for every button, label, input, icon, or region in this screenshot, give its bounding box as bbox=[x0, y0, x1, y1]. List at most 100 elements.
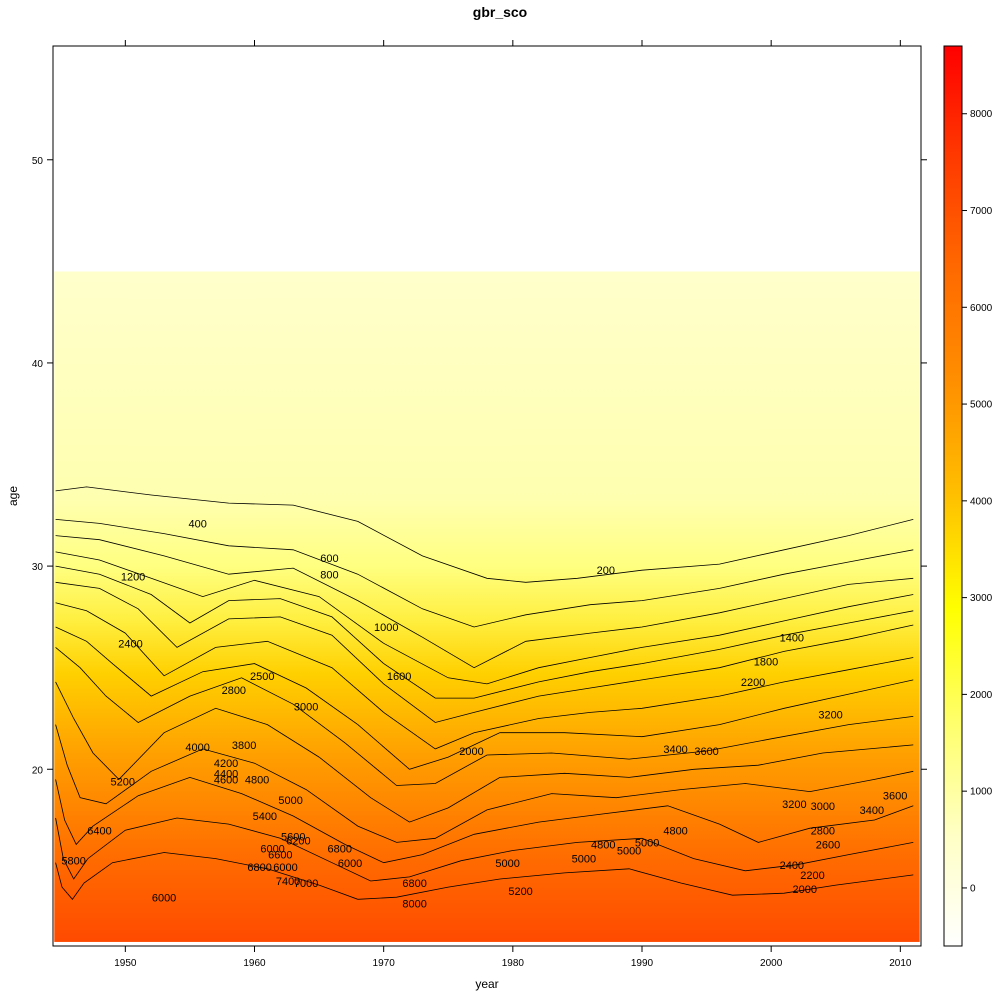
x-tick-label: 2000 bbox=[760, 958, 783, 969]
contour-labels: 200 400 600 800 1000 1200 1400 1600 1800 2000 2200… bbox=[61, 518, 907, 910]
x-tick-label: 1970 bbox=[373, 958, 396, 969]
colorbar-tick-label: 3000 bbox=[970, 593, 993, 604]
contour-label: 2000 bbox=[459, 746, 483, 758]
contour-label: 2200 bbox=[800, 870, 824, 882]
contour-label: 200 bbox=[597, 565, 615, 577]
contour-label: 8000 bbox=[402, 898, 426, 910]
colorbar-tick-label: 8000 bbox=[970, 109, 993, 120]
contour-label: 6800 bbox=[247, 862, 271, 874]
contour-label: 7000 bbox=[294, 878, 318, 890]
contour-line-1200 bbox=[55, 581, 914, 723]
contour-label: 1400 bbox=[780, 632, 804, 644]
contour-line-400 bbox=[55, 519, 914, 628]
contour-label: 5000 bbox=[495, 858, 519, 870]
contour-label: 2600 bbox=[816, 839, 840, 851]
y-tick-label: 20 bbox=[32, 765, 44, 776]
contour-label: 2400 bbox=[118, 638, 142, 650]
contour-label: 2800 bbox=[222, 685, 246, 697]
contour-label: 4200 bbox=[214, 758, 238, 770]
y-axis: 20 30 40 50 bbox=[32, 156, 927, 776]
heatmap-fill bbox=[54, 271, 920, 942]
y-tick-label: 50 bbox=[32, 156, 44, 167]
x-tick-label: 1960 bbox=[243, 958, 266, 969]
contour-label: 3200 bbox=[818, 709, 842, 721]
heat-field bbox=[54, 271, 920, 942]
colorbar-tick-label: 0 bbox=[970, 883, 976, 894]
contour-label: 5000 bbox=[635, 837, 659, 849]
contour-line-1600 bbox=[55, 602, 914, 750]
x-axis-label: year bbox=[475, 977, 498, 991]
colorbar-tick-label: 6000 bbox=[970, 303, 993, 314]
plot-frame bbox=[52, 45, 922, 947]
chart-title: gbr_sco bbox=[473, 4, 527, 20]
contour-label: 2800 bbox=[811, 825, 835, 837]
contour-label: 5200 bbox=[111, 777, 135, 789]
contour-label: 4800 bbox=[245, 774, 269, 786]
y-axis-label: age bbox=[6, 486, 20, 506]
colorbar-tick-label: 5000 bbox=[970, 400, 993, 411]
contour-label: 1000 bbox=[374, 622, 398, 634]
colorbar-gradient bbox=[943, 45, 963, 947]
colorbar: 0 1000 2000 3000 4000 5000 6000 7000 8000 bbox=[943, 45, 993, 947]
contour-label: 5000 bbox=[617, 846, 641, 858]
contour-label: 1600 bbox=[387, 671, 411, 683]
contour-line-6400 bbox=[55, 852, 914, 900]
contour-line-800 bbox=[55, 551, 914, 685]
contour-label: 3600 bbox=[883, 791, 907, 803]
contour-label: 3800 bbox=[232, 740, 256, 752]
x-tick-label: 2010 bbox=[889, 958, 912, 969]
y-tick-label: 40 bbox=[32, 359, 44, 370]
contour-label: 2500 bbox=[250, 671, 274, 683]
contour-label: 6000 bbox=[152, 892, 176, 904]
colorbar-ticks: 0 1000 2000 3000 4000 5000 6000 7000 8000 bbox=[962, 109, 993, 894]
contour-label: 3000 bbox=[294, 701, 318, 713]
contour-label: 1200 bbox=[121, 571, 145, 583]
colorbar-tick-label: 4000 bbox=[970, 496, 993, 507]
contour-label: 5000 bbox=[572, 854, 596, 866]
contour-label: 6600 bbox=[268, 850, 292, 862]
contour-line-2400 bbox=[55, 647, 914, 786]
contour-label: 5200 bbox=[508, 886, 532, 898]
contour-label: 4800 bbox=[591, 839, 615, 851]
contour-label: 5600 bbox=[281, 831, 305, 843]
contour-label: 4800 bbox=[663, 825, 687, 837]
contour-line-3000 bbox=[55, 681, 914, 823]
contour-label: 4400 bbox=[214, 768, 238, 780]
contour-label: 2200 bbox=[741, 677, 765, 689]
contour-label: 6400 bbox=[87, 825, 111, 837]
contour-label: 400 bbox=[188, 518, 206, 530]
contour-label: 1800 bbox=[754, 657, 778, 669]
x-tick-label: 1990 bbox=[631, 958, 654, 969]
contour-line-3800 bbox=[55, 724, 914, 843]
contour-label: 3200 bbox=[782, 799, 806, 811]
contour-label: 5400 bbox=[253, 811, 277, 823]
contour-line-600 bbox=[55, 535, 914, 669]
contour-label: 800 bbox=[320, 569, 338, 581]
contour-label: 6800 bbox=[328, 844, 352, 856]
contour-label: 2400 bbox=[780, 860, 804, 872]
colorbar-tick-label: 7000 bbox=[970, 206, 993, 217]
contour-label: 4600 bbox=[214, 774, 238, 786]
x-tick-label: 1980 bbox=[502, 958, 525, 969]
contour-label: 5000 bbox=[278, 795, 302, 807]
contour-label: 3000 bbox=[811, 801, 835, 813]
contour-line-200 bbox=[55, 486, 914, 583]
x-axis: 1950 1960 1970 1980 1990 2000 2010 bbox=[114, 40, 912, 969]
contour-line-5600 bbox=[55, 817, 914, 882]
contour-label: 7400 bbox=[276, 876, 300, 888]
contour-line-1000 bbox=[55, 565, 914, 699]
contour-line-2000 bbox=[55, 626, 914, 770]
contour-label: 3400 bbox=[663, 744, 687, 756]
contour-label: 6000 bbox=[338, 858, 362, 870]
contour-label: 6000 bbox=[260, 844, 284, 856]
contour-label: 6000 bbox=[273, 862, 297, 874]
contour-label: 6800 bbox=[402, 878, 426, 890]
contour-label: 600 bbox=[320, 553, 338, 565]
colorbar-tick-label: 1000 bbox=[970, 787, 993, 798]
contour-label: 5800 bbox=[61, 856, 85, 868]
contour-line-4800 bbox=[55, 776, 914, 864]
contour-label: 3600 bbox=[694, 746, 718, 758]
y-tick-label: 30 bbox=[32, 562, 44, 573]
contour-label: 3400 bbox=[860, 805, 884, 817]
